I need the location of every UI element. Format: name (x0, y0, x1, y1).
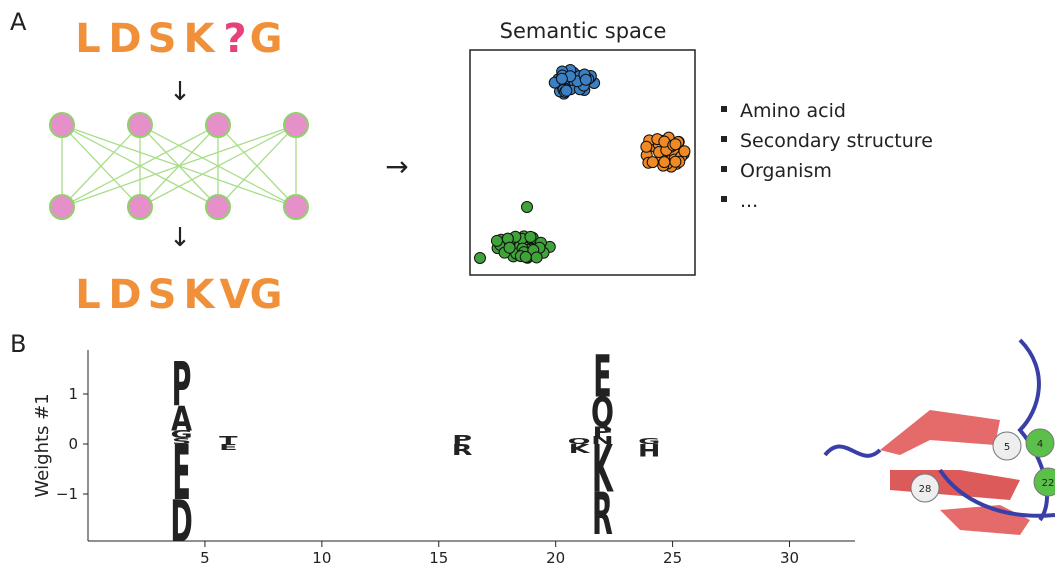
panel-label: B (10, 330, 26, 358)
x-tick-label: 25 (663, 549, 682, 563)
logo-letter: R (592, 480, 613, 548)
residue-label: 28 (919, 484, 932, 495)
property: Amino acid (740, 100, 846, 122)
property: Secondary structure (740, 130, 933, 152)
bullet (721, 196, 727, 202)
point (670, 139, 681, 150)
logo-letter: E (593, 343, 611, 411)
point (525, 231, 536, 242)
logo-letter: H (638, 441, 661, 461)
x-tick-label: 5 (200, 549, 210, 563)
panel-label: A (10, 8, 27, 36)
node (284, 113, 308, 137)
point (659, 157, 670, 168)
point (522, 202, 533, 213)
node (284, 195, 308, 219)
residue: L (75, 16, 101, 62)
point (561, 85, 572, 96)
logo-letter: E (219, 442, 237, 452)
x-tick-label: 30 (780, 549, 799, 563)
logo-letter: P (172, 351, 192, 421)
node (50, 113, 74, 137)
point (504, 242, 515, 253)
residue: G (250, 16, 283, 62)
logo-letter: D (170, 488, 192, 556)
arrow: ↓ (169, 223, 191, 253)
node (50, 195, 74, 219)
point (556, 73, 567, 84)
bullet (721, 166, 727, 172)
x-tick-label: 20 (546, 549, 565, 563)
point (679, 146, 690, 157)
bullet (721, 106, 727, 112)
property-list: Amino acid Secondary structure Organism... (721, 100, 933, 212)
space-title: Semantic space (500, 19, 667, 43)
residue: ? (223, 16, 246, 62)
point (491, 235, 502, 246)
x-tick-label: 15 (429, 549, 448, 563)
point (475, 253, 486, 264)
point (670, 156, 681, 167)
property: Organism (740, 160, 832, 182)
network (50, 113, 308, 219)
residue: D (108, 272, 141, 318)
x-tick-label: 10 (312, 549, 331, 563)
bullet (721, 136, 727, 142)
residue: D (108, 16, 141, 62)
logo-letter: R (452, 442, 473, 459)
points (475, 64, 690, 263)
residue-label: 5 (1004, 442, 1010, 453)
residue-label: 4 (1037, 439, 1043, 450)
y-tick-label: −1 (56, 485, 78, 503)
node (206, 195, 230, 219)
residue-label: 22 (1042, 478, 1055, 489)
node (206, 113, 230, 137)
point (520, 252, 531, 263)
arrow: → (385, 150, 408, 183)
structure: 5 4 28 22 (825, 340, 1055, 535)
point (580, 74, 591, 85)
y-tick-label: 0 (68, 435, 78, 453)
y-axis-label: Weights #1 (32, 393, 53, 497)
residue: K (184, 16, 217, 62)
residue: G (250, 272, 283, 318)
point (641, 141, 652, 152)
residue: S (148, 272, 177, 318)
point (647, 157, 658, 168)
logo-letter: K (569, 442, 591, 456)
residue: L (75, 272, 101, 318)
point (531, 252, 542, 263)
y-tick-label: 1 (68, 385, 78, 403)
residue: K (184, 272, 217, 318)
figure: A LDSK?G LDSKVG ↓ ↓ → Semantic space Ami… (0, 0, 1055, 563)
node (128, 113, 152, 137)
arrow: ↓ (169, 77, 191, 107)
residue: V (220, 272, 251, 318)
property: ... (740, 190, 758, 212)
residue: S (148, 16, 177, 62)
node (128, 195, 152, 219)
